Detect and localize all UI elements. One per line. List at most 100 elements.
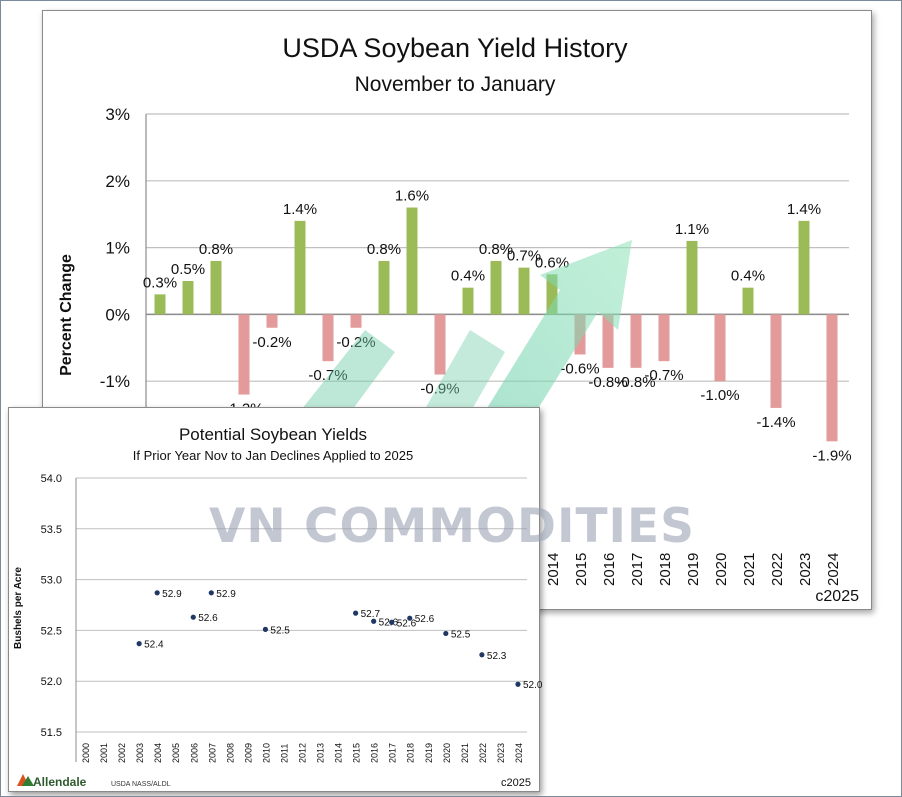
inset-point-label: 52.9	[216, 589, 236, 600]
inset-x-tick-label: 2001	[99, 743, 109, 763]
inset-x-tick-label: 2021	[460, 743, 470, 763]
chart-title: USDA Soybean Yield History	[282, 33, 628, 63]
main-bar	[742, 287, 754, 315]
main-bar	[462, 287, 474, 315]
inset-point	[443, 630, 449, 637]
inset-point-label: 52.5	[451, 629, 471, 640]
inset-point-label: 52.0	[523, 680, 543, 691]
main-bar	[518, 267, 530, 315]
inset-x-tick-label: 2004	[153, 743, 163, 763]
main-x-tick-label: 2014	[545, 553, 562, 586]
main-data-label: -1.9%	[812, 447, 851, 464]
main-data-label: 0.3%	[143, 274, 177, 291]
inset-x-tick-label: 2003	[135, 743, 145, 763]
inset-point	[515, 681, 521, 687]
main-x-tick-label: 2019	[685, 553, 702, 586]
inset-y-ticks: 54.0 53.5 53.0 52.5 52.0 51.5	[41, 473, 62, 739]
main-data-label: 0.4%	[731, 268, 765, 285]
main-x-tick-label: 2024	[825, 553, 842, 586]
inset-point-label: 52.4	[144, 640, 164, 651]
main-y-tick-label: 1%	[105, 239, 130, 258]
inset-subtitle: If Prior Year Nov to Jan Declines Applie…	[133, 448, 413, 463]
main-x-tick-label: 2016	[601, 553, 618, 586]
inset-x-tick-label: 2014	[334, 743, 344, 763]
inset-point	[407, 615, 413, 621]
main-data-label: 0.6%	[535, 254, 569, 271]
main-y-tick-label: 0%	[105, 305, 130, 324]
inset-y-tick-label: 52.0	[41, 676, 62, 688]
inset-x-tick-label: 2002	[117, 743, 127, 763]
main-bar	[658, 314, 670, 362]
inset-x-tick-label: 2010	[261, 743, 271, 763]
main-x-tick-label: 2022	[769, 553, 786, 586]
main-bar	[266, 314, 278, 328]
inset-point	[353, 610, 359, 616]
inset-points: 52.452.952.652.952.552.752.652.652.652.5…	[136, 589, 543, 691]
inset-point-label: 52.3	[487, 651, 507, 662]
main-bar	[686, 240, 698, 315]
main-bar	[406, 207, 418, 315]
inset-point-label: 52.9	[162, 589, 182, 600]
inset-x-tick-label: 2017	[388, 743, 398, 763]
inset-point-label: 52.6	[397, 618, 417, 629]
allendale-logo-text: Allendale	[33, 775, 87, 789]
main-bar	[378, 260, 390, 315]
inset-point-label: 52.6	[198, 613, 218, 624]
main-data-label: 0.4%	[451, 268, 485, 285]
allendale-logo-mark-icon	[22, 776, 34, 786]
inset-point	[136, 641, 142, 647]
inset-y-tick-label: 54.0	[41, 473, 62, 485]
main-bar	[770, 314, 782, 408]
inset-x-tick-label: 2016	[370, 743, 380, 763]
inset-y-tick-label: 52.5	[41, 625, 62, 637]
main-x-tick-label: 2017	[629, 553, 646, 586]
inset-point	[190, 614, 196, 620]
main-bar	[798, 220, 810, 315]
main-bar	[574, 314, 586, 355]
main-bar	[238, 314, 250, 395]
main-y-ticks: 3% 2% 1% 0% -1%	[100, 105, 130, 391]
main-bar	[350, 314, 362, 328]
main-data-label: -0.9%	[420, 381, 459, 398]
main-data-label: -0.2%	[336, 334, 375, 351]
inset-point	[262, 626, 269, 632]
main-data-label: -1.4%	[756, 414, 795, 431]
y-axis-label: Percent Change	[58, 254, 75, 376]
inset-point-label: 52.6	[379, 617, 399, 628]
main-data-label: -0.7%	[308, 367, 347, 384]
main-bar	[630, 314, 642, 368]
inset-x-tick-label: 2020	[442, 743, 452, 763]
main-data-label: 1.1%	[675, 221, 709, 238]
main-data-label: 0.8%	[367, 241, 401, 258]
inset-y-tick-label: 51.5	[41, 727, 62, 739]
inset-x-tick-label: 2011	[279, 744, 289, 763]
inset-scatter-chart: Potential Soybean Yields If Prior Year N…	[13, 425, 543, 789]
inset-x-tick-label: 2019	[424, 743, 434, 763]
main-x-tick-labels: 2014 2015 2016 2017 2018 2019 2020 2021 2022 2023…	[545, 553, 842, 586]
main-bar	[154, 294, 166, 315]
inset-chart-panel: Potential Soybean Yields If Prior Year N…	[8, 407, 543, 792]
inset-source: USDA NASS/ALDL	[111, 781, 171, 788]
main-bar	[490, 260, 502, 315]
chart-subtitle: November to January	[355, 73, 556, 96]
main-y-tick-label: -1%	[100, 372, 130, 391]
main-bar	[714, 314, 726, 382]
inset-footer: c2025	[501, 777, 531, 789]
main-x-tick-label: 2015	[573, 553, 590, 586]
inset-point-label: 52.7	[361, 609, 381, 620]
main-bar	[210, 260, 222, 315]
main-x-tick-label: 2021	[741, 553, 758, 586]
inset-x-tick-label: 2023	[496, 743, 506, 763]
inset-x-tick-label: 2005	[171, 743, 181, 763]
inset-point	[479, 652, 485, 658]
main-data-label: 0.5%	[171, 261, 205, 278]
main-y-tick-label: 2%	[105, 172, 130, 191]
inset-x-tick-label: 2015	[352, 743, 362, 763]
inset-gridlines	[75, 477, 527, 762]
main-x-tick-label: 2018	[657, 553, 674, 586]
inset-y-tick-label: 53.5	[41, 524, 62, 536]
inset-x-tick-labels: 2000 2001 2002 2003 2004 2005 2006 2007 2008 2009…	[81, 743, 524, 763]
main-data-label: -0.7%	[644, 367, 683, 384]
main-bar	[434, 314, 446, 375]
inset-x-tick-label: 2000	[81, 743, 91, 763]
